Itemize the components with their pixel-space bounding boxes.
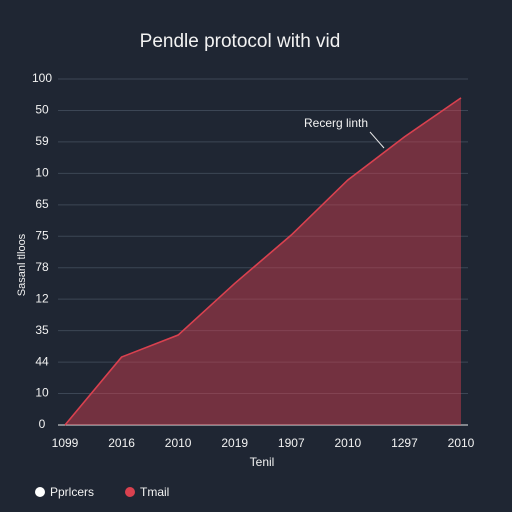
y-tick-label: 75: [35, 228, 49, 242]
legend-marker: [35, 487, 45, 497]
annotation-line: [369, 131, 385, 149]
line: [64, 97, 462, 426]
y-tick-label: 59: [35, 134, 49, 148]
area: [65, 97, 461, 425]
x-tick-label: 1907: [278, 436, 305, 450]
chart-title: Pendle protocol with vid: [140, 31, 341, 52]
x-tick-label: 1099: [52, 436, 79, 450]
y-axis-label: Sasanl tlloos: [16, 233, 28, 296]
y-tick-label: 12: [35, 291, 49, 305]
x-tick-label: 2019: [221, 436, 248, 450]
y-tick-label: 35: [35, 323, 49, 337]
y-tick-label: 10: [35, 386, 49, 400]
legend-label: Tmail: [140, 485, 169, 499]
x-tick-label: 1297: [391, 436, 418, 450]
x-tick-label: 2010: [448, 436, 475, 450]
y-tick-label: 0: [39, 417, 46, 431]
y-tick-label: 78: [35, 260, 49, 274]
x-tick-label: 2010: [165, 436, 192, 450]
annotation: Recerg linth: [304, 116, 368, 130]
y-tick-label: 44: [35, 354, 49, 368]
y-tick-label: 50: [35, 103, 49, 117]
y-tick-label: 65: [35, 197, 49, 211]
x-tick-label: 2016: [108, 436, 135, 450]
x-axis-label: Tenil: [250, 455, 275, 469]
legend-label: Pprlcers: [50, 485, 94, 499]
legend-marker: [125, 487, 135, 497]
y-tick-label: 100: [32, 71, 52, 85]
x-tick-label: 2010: [335, 436, 362, 450]
y-tick-label: 10: [35, 166, 49, 180]
